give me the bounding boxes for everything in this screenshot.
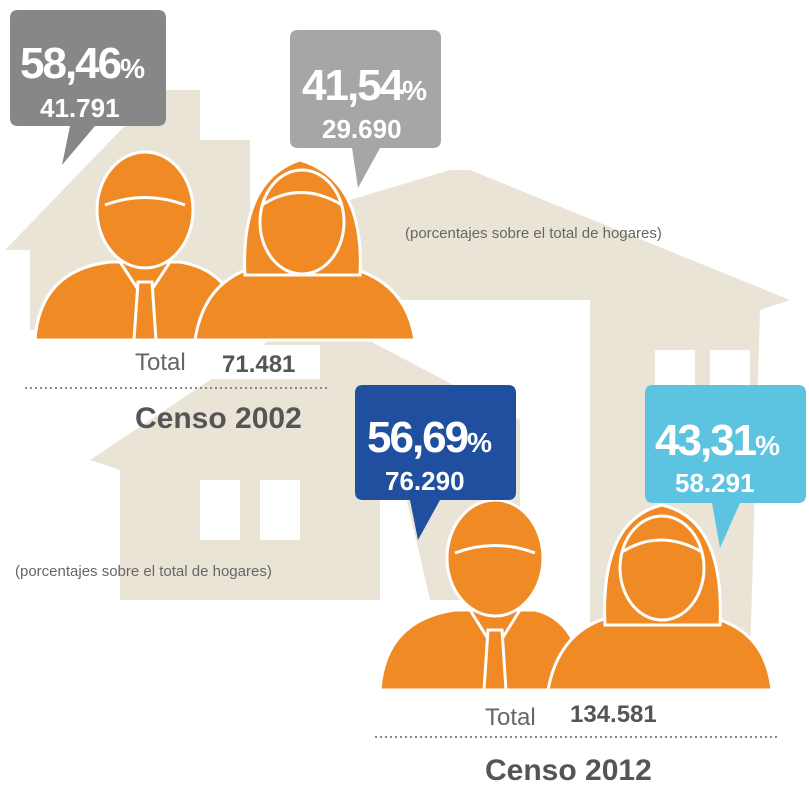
count-value: 29.690 — [322, 114, 402, 144]
man-icon — [378, 498, 587, 692]
percent-value: 43,31% — [655, 416, 780, 465]
count-value: 58.291 — [675, 468, 755, 498]
percent-value: 41,54% — [302, 61, 427, 110]
census-title: Censo 2002 — [135, 402, 302, 435]
total-value: 134.581 — [570, 701, 657, 728]
man-icon — [33, 150, 242, 342]
total-label: Total — [485, 704, 536, 731]
count-value: 76.290 — [385, 466, 465, 496]
percent-value: 58,46% — [20, 39, 145, 88]
note: (porcentajes sobre el total de hogares) — [405, 225, 662, 242]
speech-bubble — [355, 385, 516, 540]
count-value: 41.791 — [40, 93, 120, 123]
speech-bubble — [10, 10, 166, 165]
census-title: Censo 2012 — [485, 754, 652, 785]
total-label: Total — [135, 349, 186, 376]
total-box — [205, 345, 320, 379]
note: (porcentajes sobre el total de hogares) — [15, 563, 272, 580]
percent-value: 56,69% — [367, 413, 492, 462]
woman-icon — [546, 503, 774, 692]
total-value: 71.481 — [222, 351, 295, 378]
speech-bubble — [645, 385, 806, 548]
woman-icon — [193, 158, 417, 342]
speech-bubble — [290, 30, 441, 188]
